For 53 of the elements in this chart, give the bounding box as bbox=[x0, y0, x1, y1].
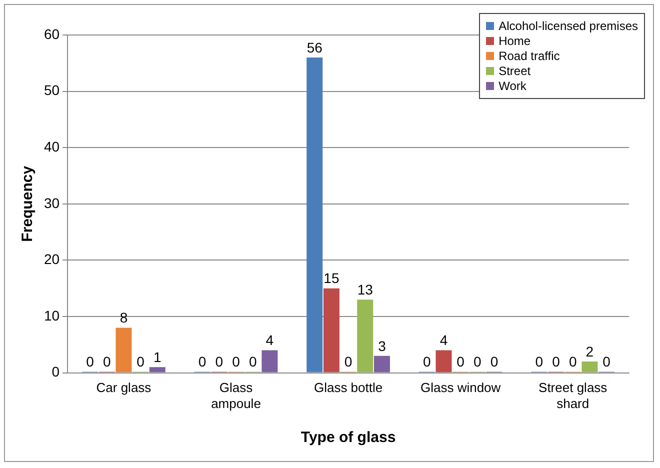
x-tick-label: Street glass shard bbox=[538, 380, 608, 411]
bar bbox=[149, 367, 166, 372]
y-tick-label: 10 bbox=[44, 307, 60, 324]
data-label: 8 bbox=[120, 310, 128, 326]
y-tick-label: 20 bbox=[44, 251, 60, 268]
data-label: 0 bbox=[474, 354, 482, 370]
data-label: 0 bbox=[86, 354, 94, 370]
data-label: 2 bbox=[586, 343, 594, 360]
data-label: 0 bbox=[456, 354, 465, 370]
bar bbox=[374, 356, 390, 372]
data-label: 0 bbox=[552, 354, 560, 370]
y-tick-label: 30 bbox=[44, 194, 60, 211]
bar bbox=[436, 350, 452, 372]
x-tick-label: Car glass bbox=[96, 380, 152, 396]
data-label: 0 bbox=[198, 354, 206, 370]
bar bbox=[323, 288, 340, 372]
data-label: 15 bbox=[324, 270, 340, 286]
data-label: 0 bbox=[215, 354, 224, 370]
legend-label: Street bbox=[498, 64, 531, 78]
data-label: 0 bbox=[136, 354, 145, 370]
data-label: 0 bbox=[232, 354, 240, 370]
data-label: 4 bbox=[440, 332, 448, 348]
data-label: 3 bbox=[378, 338, 386, 354]
y-tick-label: 60 bbox=[44, 26, 60, 42]
x-tick-label: Glass bottle bbox=[314, 380, 383, 396]
x-axis-title: Type of glass bbox=[300, 429, 396, 446]
data-label: 0 bbox=[248, 354, 257, 370]
data-label: 0 bbox=[602, 354, 611, 370]
bar bbox=[116, 328, 132, 372]
y-tick-label: 0 bbox=[52, 364, 60, 380]
data-label: 0 bbox=[344, 354, 352, 370]
bar bbox=[262, 350, 278, 372]
data-label: 0 bbox=[568, 354, 577, 370]
data-label: 4 bbox=[266, 332, 274, 348]
legend-label: Alcohol-licensed premises bbox=[498, 19, 638, 33]
bar bbox=[357, 300, 374, 372]
x-tick-label: Glass window bbox=[420, 380, 502, 396]
legend-label: Road traffic bbox=[498, 49, 560, 63]
data-label: 56 bbox=[306, 39, 323, 56]
data-label: 0 bbox=[535, 354, 544, 370]
data-label: 0 bbox=[102, 354, 111, 370]
data-label: 0 bbox=[422, 354, 431, 370]
y-tick-label: 50 bbox=[44, 82, 60, 98]
y-tick-label: 40 bbox=[44, 138, 60, 154]
legend-label: Home bbox=[498, 34, 531, 48]
bar bbox=[582, 362, 598, 372]
data-label: 1 bbox=[154, 349, 162, 366]
legend-label: Work bbox=[498, 79, 526, 93]
bar bbox=[306, 58, 323, 372]
x-tick-label: Glass ampoule bbox=[211, 380, 261, 411]
data-label: 13 bbox=[357, 281, 374, 298]
data-label: 0 bbox=[490, 354, 498, 370]
y-axis-title: Frequency bbox=[19, 165, 36, 242]
